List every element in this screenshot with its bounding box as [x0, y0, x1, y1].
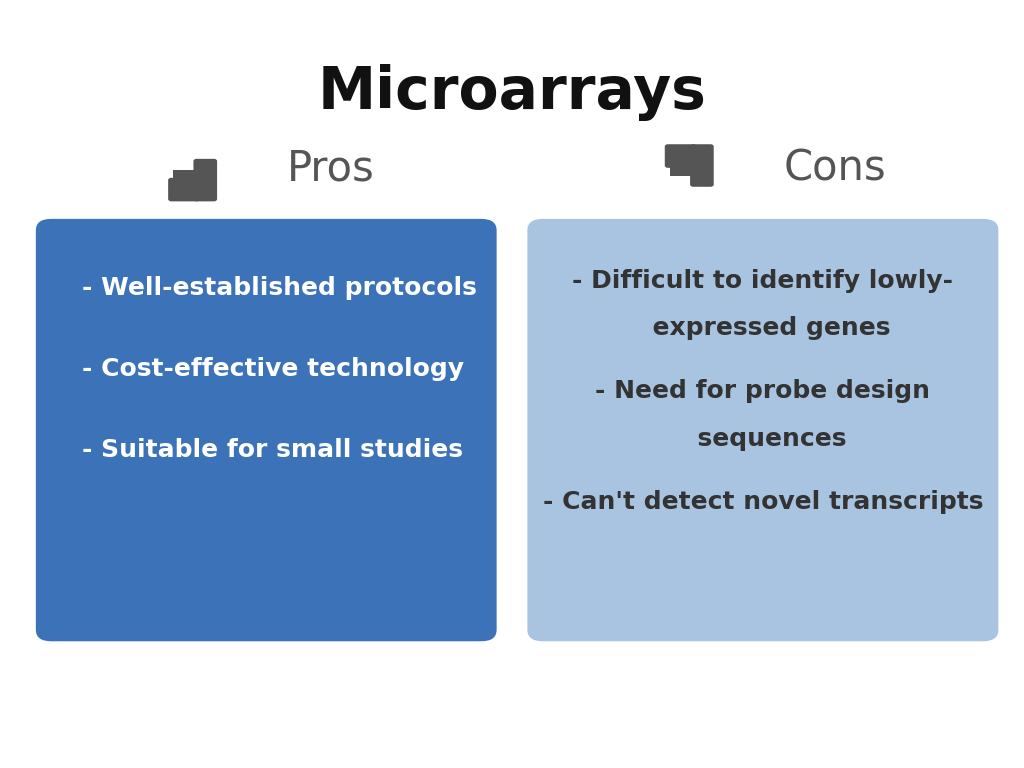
FancyBboxPatch shape [36, 219, 497, 641]
FancyBboxPatch shape [665, 144, 696, 168]
Text: Microarrays: Microarrays [317, 64, 707, 121]
FancyBboxPatch shape [194, 159, 217, 201]
Text: - Cost-effective technology: - Cost-effective technology [82, 357, 464, 381]
Text: - Well-established protocols: - Well-established protocols [82, 276, 477, 300]
Bar [173, 170, 197, 180]
Text: expressed genes: expressed genes [635, 316, 891, 340]
Text: - Suitable for small studies: - Suitable for small studies [82, 438, 463, 462]
FancyBboxPatch shape [168, 178, 200, 201]
Text: - Difficult to identify lowly-: - Difficult to identify lowly- [572, 269, 953, 293]
Text: - Need for probe design: - Need for probe design [595, 379, 931, 403]
Text: sequences: sequences [680, 427, 846, 451]
Text: Pros: Pros [287, 148, 375, 190]
Text: Cons: Cons [783, 148, 886, 190]
FancyBboxPatch shape [690, 144, 714, 187]
FancyBboxPatch shape [527, 219, 998, 641]
Bar [670, 166, 693, 176]
Text: - Can't detect novel transcripts: - Can't detect novel transcripts [543, 490, 983, 514]
